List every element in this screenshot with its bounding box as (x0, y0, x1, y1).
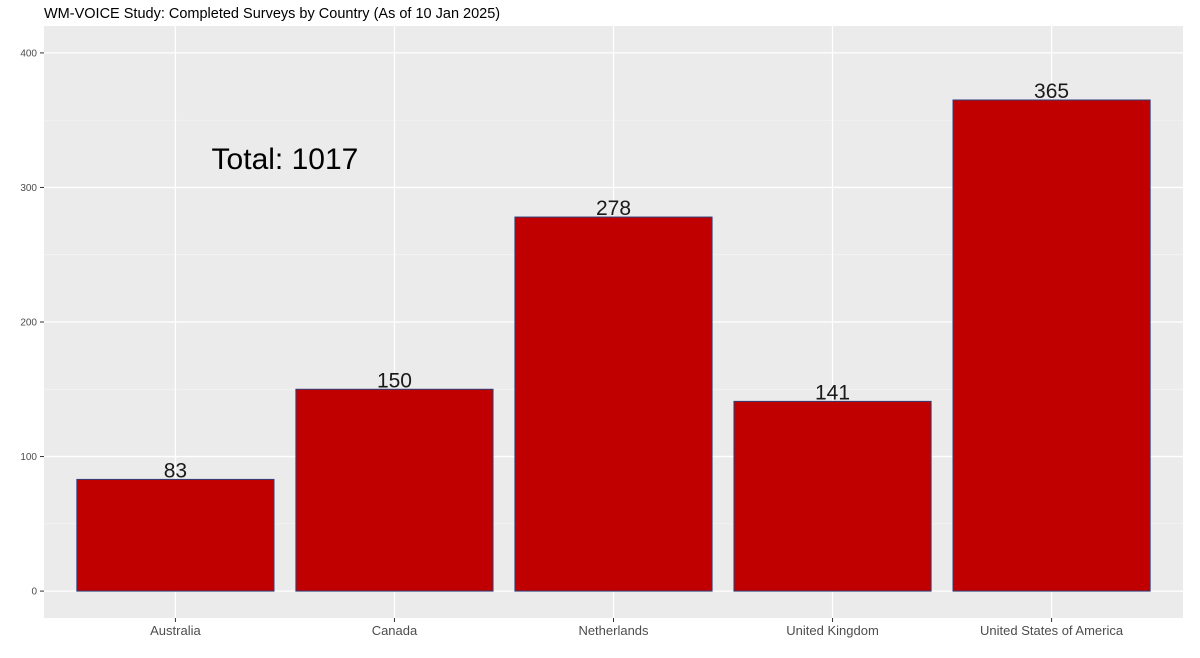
x-tick-label: Australia (150, 623, 201, 638)
y-tick-label: 300 (20, 183, 37, 194)
axes: 0 100 200 300 400 Australia Canada Netherlands U… (20, 48, 1124, 638)
bar-canada (295, 388, 494, 592)
total-annotation: Total: 1017 (212, 143, 359, 176)
data-label-canada: 150 (377, 369, 412, 392)
y-tick-label: 100 (20, 452, 37, 463)
x-tick-label: United States of America (980, 623, 1124, 638)
bars (76, 99, 1151, 592)
y-tick-label: 200 (20, 318, 37, 329)
y-tick-label: 0 (31, 587, 37, 598)
data-label-australia: 83 (164, 459, 187, 482)
x-tick-label: Canada (372, 623, 418, 638)
data-label-netherlands: 278 (596, 197, 631, 220)
data-labels: 83 150 278 141 365 (164, 80, 1069, 482)
x-tick-label: United Kingdom (786, 623, 879, 638)
bar-united-states-of-america (952, 99, 1151, 592)
chart-title: WM-VOICE Study: Completed Surveys by Cou… (44, 6, 500, 22)
x-tick-label: Netherlands (578, 623, 649, 638)
data-label-united-kingdom: 141 (815, 381, 850, 404)
bar-australia (76, 478, 275, 592)
y-tick-label: 400 (20, 48, 37, 59)
bar-netherlands (514, 216, 713, 592)
data-label-united-states-of-america: 365 (1034, 80, 1069, 103)
bar-united-kingdom (733, 400, 932, 592)
